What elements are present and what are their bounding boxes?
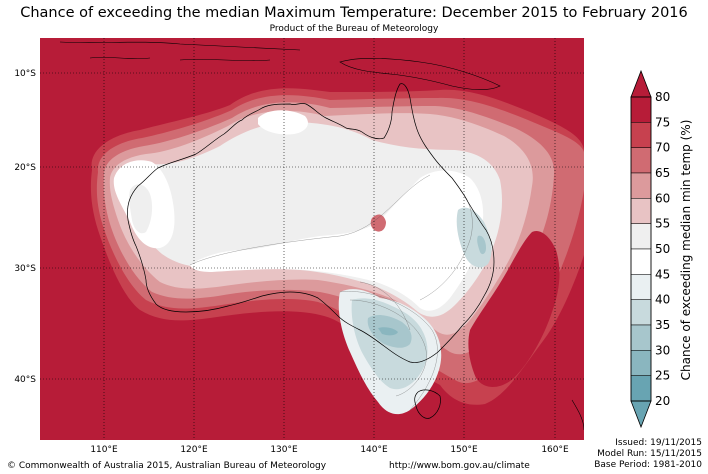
colorbar-tick-label: 70: [655, 141, 670, 155]
colorbar-cell: [630, 350, 652, 376]
lon-label: 140°E: [360, 445, 388, 455]
australia-coastline: [127, 83, 495, 363]
colorbar-bottom-arrow: [630, 400, 652, 429]
lat-label: 10°S: [14, 69, 36, 79]
new-zealand-coastline: [571, 399, 584, 431]
axis-labels: 10°S 20°S 30°S 40°S 110°E 120°E 130°E 14…: [14, 69, 569, 455]
footer-url[interactable]: http://www.bom.gov.au/climate: [389, 461, 530, 471]
colorbar-cell: [630, 324, 652, 351]
colorbar-cell: [630, 248, 652, 275]
footer-copyright: © Commonwealth of Australia 2015, Austra…: [7, 461, 327, 471]
colorbar-tick-label: 40: [655, 293, 670, 307]
new-guinea-coastline: [339, 57, 501, 91]
colorbar-top-arrow: [630, 69, 652, 98]
colorbar-cell: [630, 198, 652, 224]
lon-label: 150°E: [450, 445, 478, 455]
lon-label: 130°E: [270, 445, 298, 455]
lat-label: 20°S: [14, 163, 36, 173]
colorbar-cell: [630, 122, 652, 148]
map-contour-80-east: [468, 230, 560, 387]
base-period: Base Period: 1981-2010: [594, 460, 702, 470]
lat-label: 40°S: [14, 375, 36, 385]
map-contour-35-east: [477, 235, 486, 255]
lon-label: 110°E: [90, 445, 118, 455]
colorbar-tick-label: 45: [655, 267, 670, 281]
colorbar-tick-label: 80: [655, 90, 670, 104]
footer-meta: Issued: 19/11/2015 Model Run: 15/11/2015…: [594, 438, 702, 471]
map-contour-55-west: [129, 184, 153, 234]
colorbar-tick-label: 65: [655, 166, 670, 180]
lat-label: 30°S: [14, 264, 36, 274]
tasmania-coastline: [414, 389, 441, 419]
map-contour-30: [378, 327, 398, 336]
colorbar-tick-label: 75: [655, 115, 670, 129]
graticule: [40, 38, 584, 440]
map-area: [40, 38, 584, 440]
lon-label: 160°E: [541, 445, 569, 455]
lon-label: 120°E: [180, 445, 208, 455]
colorbar-cell: [630, 223, 652, 250]
map-contour-50-north: [258, 110, 308, 135]
colorbar-cell: [630, 299, 652, 326]
map-contour-70-inland: [370, 214, 386, 232]
model-run-date: Model Run: 15/11/2015: [597, 449, 702, 459]
colorbar-tick-label: 25: [655, 369, 670, 383]
colorbar-tick-label: 60: [655, 191, 670, 205]
colorbar-tick-label: 55: [655, 217, 670, 231]
colorbar-tick-label: 35: [655, 318, 670, 332]
legend-colorbar: 80 75 70 65 60 55 50 45 40 35 30 25 20 Chance of exc…: [630, 69, 693, 429]
indonesia-coastline: [59, 41, 301, 61]
map-subtitle: Product of the Bureau of Meteorology: [269, 24, 439, 34]
contour-lines: [189, 174, 473, 411]
colorbar-cell: [630, 274, 652, 300]
issued-date: Issued: 19/11/2015: [615, 438, 702, 448]
colorbar-tick-label: 50: [655, 242, 670, 256]
colorbar-tick-label: 30: [655, 343, 670, 357]
colorbar-frame: [630, 96, 652, 402]
colorbar-cell: [630, 172, 652, 199]
colorbar-cell: [630, 96, 652, 123]
legend-title: Chance of exceeding median min temp (%): [679, 120, 693, 381]
colorbar-cell: [630, 375, 652, 402]
map-contour-50: [190, 170, 484, 311]
colorbar-cell: [630, 147, 652, 174]
colorbar-tick-label: 20: [655, 394, 670, 408]
map-title: Chance of exceeding the median Maximum T…: [20, 5, 688, 21]
